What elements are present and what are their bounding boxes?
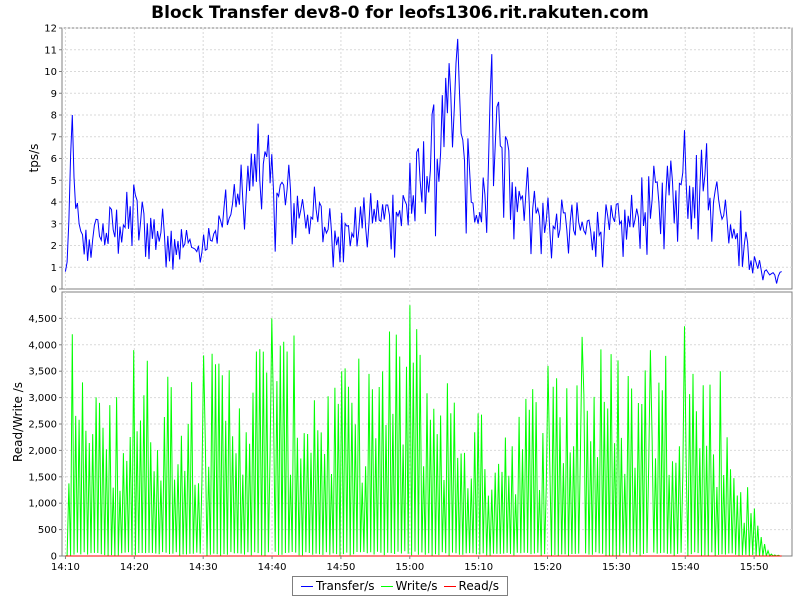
legend-item-write: Write/s <box>380 579 438 593</box>
y-tick-label: 6 <box>51 154 57 165</box>
y-tick-label: 0 <box>51 552 57 563</box>
y-tick-label: 7 <box>51 132 57 143</box>
x-tick-label: 14:30 <box>189 562 218 573</box>
y-tick-label: 1,000 <box>28 499 57 510</box>
chart-title: Block Transfer dev8-0 for leofs1306.rit.… <box>151 3 649 23</box>
y-tick-label: 4,500 <box>28 314 57 325</box>
x-tick-label: 15:50 <box>740 562 769 573</box>
y-tick-label: 500 <box>38 525 57 536</box>
y-tick-label: 3,500 <box>28 367 57 378</box>
legend-label-read: Read/s <box>458 579 499 593</box>
read-write-panel: 0 500 1,000 1,500 2,000 2,500 3,000 3,500 4,000 4… <box>28 291 793 563</box>
series-line-write-s <box>65 305 782 557</box>
y-tick-label: 8 <box>51 111 57 122</box>
y-tick-label: 12 <box>44 24 57 35</box>
y-tick-label: 0 <box>51 285 57 296</box>
legend: Transfer/s Write/s Read/s <box>292 576 508 596</box>
legend-label-write: Write/s <box>395 579 438 593</box>
legend-item-read: Read/s <box>443 579 499 593</box>
legend-label-transfer: Transfer/s <box>316 579 375 593</box>
time-axis: 14:10 14:20 14:30 14:40 14:50 15:00 15:10 15:20… <box>51 556 769 573</box>
y-tick-label: 3,000 <box>28 393 57 404</box>
legend-item-transfer: Transfer/s <box>301 579 375 593</box>
x-tick-label: 15:30 <box>602 562 631 573</box>
y-tick-label: 5 <box>51 176 57 187</box>
y-tick-label: 9 <box>51 89 57 100</box>
y-tick-label: 1 <box>51 263 57 274</box>
y-tick-label: 2,500 <box>28 420 57 431</box>
y-tick-label: 1,500 <box>28 472 57 483</box>
y-tick-label: 11 <box>44 45 57 56</box>
y-tick-label: 10 <box>44 67 57 78</box>
x-tick-label: 15:00 <box>395 562 424 573</box>
x-tick-label: 15:40 <box>671 562 700 573</box>
legend-swatch-write <box>380 585 393 587</box>
y-tick-label: 4 <box>51 198 57 209</box>
y-tick-label: 2 <box>51 241 57 252</box>
x-tick-label: 14:20 <box>120 562 149 573</box>
x-tick-label: 15:20 <box>533 562 562 573</box>
x-tick-label: 14:40 <box>258 562 287 573</box>
x-tick-label: 14:10 <box>51 562 80 573</box>
x-tick-label: 15:10 <box>464 562 493 573</box>
series-line-transfer-s <box>64 38 782 284</box>
y-tick-label: 3 <box>51 219 57 230</box>
legend-swatch-transfer <box>301 585 313 587</box>
x-tick-label: 14:50 <box>327 562 356 573</box>
read-write-axis-label: Read/Write /s <box>11 382 25 462</box>
y-tick-label: 2,000 <box>28 446 57 457</box>
y-tick-label: 4,000 <box>28 340 57 351</box>
legend-swatch-read <box>443 585 456 587</box>
tps-axis-label: tps/s <box>27 144 41 173</box>
